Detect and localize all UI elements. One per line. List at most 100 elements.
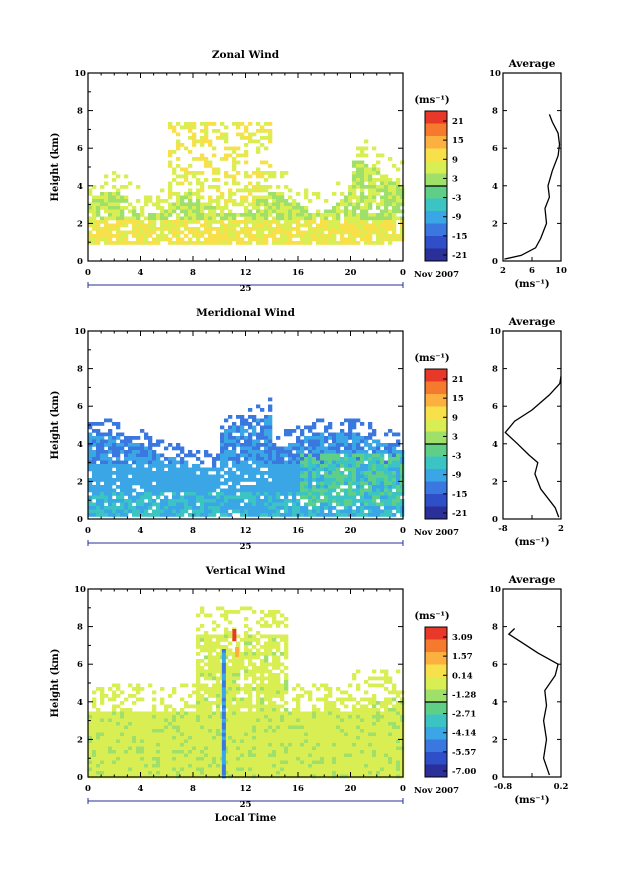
colorbar-swatch [425,506,447,520]
y-tick-label: 10 [74,327,86,337]
x-tick-label: 20 [345,784,357,794]
x-tick-label: 16 [292,268,304,278]
colorbar-tick-label: -9 [452,213,462,223]
day-label: 25 [240,284,252,294]
x-tick-label: 16 [292,784,304,794]
colorbar-tick-label: -9 [452,471,462,481]
y-tick-label: 0 [77,515,83,525]
avg-x-axis-label: (ms⁻¹) [514,795,549,806]
colorbar-tick-label: -21 [452,251,467,261]
colorbar-tick-label: -7.00 [452,767,476,777]
colorbar-tick-label: 1.57 [452,652,473,662]
x-tick-label: 12 [240,784,252,794]
colorbar-tick-label: 15 [452,136,464,146]
avg-y-tick-label: 2 [492,735,498,745]
colorbar-swatch [425,764,447,778]
colorbar-tick-label: 15 [452,394,464,404]
colorbar-swatch [425,627,447,640]
colorbar-swatch [425,198,447,212]
colorbar-tick-label: -3 [452,194,462,204]
colorbar-swatch [425,148,447,162]
x-axis-label: Local Time [215,813,277,824]
colorbar-swatch [425,394,447,407]
avg-y-tick-label: 0 [492,257,498,267]
colorbar-swatch [425,444,447,457]
x-tick-label: 0 [400,526,406,536]
avg-y-tick-label: 2 [492,477,498,487]
avg-x-tick-label: 2 [558,524,564,534]
day-label: 25 [240,542,252,552]
avg-title: Average [508,58,556,70]
x-tick-label: 8 [190,268,196,278]
avg-profile-line [504,114,561,260]
avg-x-axis-label: (ms⁻¹) [514,279,549,290]
colorbar-swatch [425,223,447,237]
avg-y-tick-label: 0 [492,773,498,783]
avg-frame [502,588,562,778]
colorbar-tick-label: -15 [452,490,467,500]
colorbar-tick-label: 9 [452,155,458,165]
colorbar-swatch [425,381,447,395]
colorbar-swatch [425,173,447,187]
colorbar-tick-label: -5.57 [452,748,476,758]
avg-x-tick-label: 0.2 [554,782,569,792]
y-tick-label: 6 [77,144,83,154]
colorbar-swatch [425,136,447,149]
avg-y-tick-label: 10 [489,585,501,595]
y-axis-label: Height (km) [50,391,61,460]
panel-title: Vertical Wind [205,565,286,577]
avg-y-tick-label: 8 [492,623,498,633]
colorbar-unit: (ms⁻¹) [414,95,449,106]
x-tick-label: 8 [190,526,196,536]
y-tick-label: 2 [77,735,83,745]
y-tick-label: 2 [77,477,83,487]
colorbar-tick-label: -1.28 [452,690,476,700]
colorbar-swatch [425,123,447,137]
y-tick-label: 4 [77,182,83,192]
colorbar-swatch [425,406,447,420]
colorbar-tick-label: 9 [452,413,458,423]
y-tick-label: 0 [77,257,83,267]
y-tick-label: 8 [77,623,83,633]
colorbar-swatch [425,702,447,715]
y-axis-label: Height (km) [50,133,61,202]
colorbar-swatch [425,752,447,765]
y-tick-label: 4 [77,440,83,450]
colorbar-swatch [425,727,447,740]
colorbar-swatch [425,739,447,753]
x-tick-label: 0 [85,784,91,794]
y-tick-label: 8 [77,365,83,375]
avg-x-axis-label: (ms⁻¹) [514,537,549,548]
avg-frame [502,72,562,262]
colorbar-swatch [425,639,447,653]
date-label: Nov 2007 [414,786,459,796]
x-tick-label: 4 [138,784,144,794]
avg-y-tick-label: 2 [492,219,498,229]
colorbar-swatch [425,431,447,445]
heatmap-cells [88,606,405,779]
colorbar-swatch [425,677,447,690]
colorbar-swatch [425,481,447,495]
avg-profile-line [507,628,559,776]
colorbar-swatch [425,369,447,382]
heatmap-cells [88,397,405,517]
colorbar-swatch [425,419,447,432]
colorbar-tick-label: -21 [452,509,467,519]
panel-title: Meridional Wind [196,307,295,319]
avg-x-tick-label: 6 [529,266,535,276]
avg-x-tick-label: -8 [498,524,508,534]
colorbar-tick-label: -15 [452,232,467,242]
x-tick-label: 16 [292,526,304,536]
y-tick-label: 6 [77,402,83,412]
avg-y-tick-label: 6 [492,402,498,412]
x-tick-label: 0 [400,268,406,278]
x-tick-label: 4 [138,268,144,278]
avg-profile-line [504,375,562,518]
colorbar-tick-label: -3 [452,452,462,462]
y-tick-label: 2 [77,219,83,229]
avg-title: Average [508,316,556,328]
colorbar-swatch [425,469,447,482]
avg-x-tick-label: 2 [500,266,506,276]
date-label: Nov 2007 [414,270,459,280]
